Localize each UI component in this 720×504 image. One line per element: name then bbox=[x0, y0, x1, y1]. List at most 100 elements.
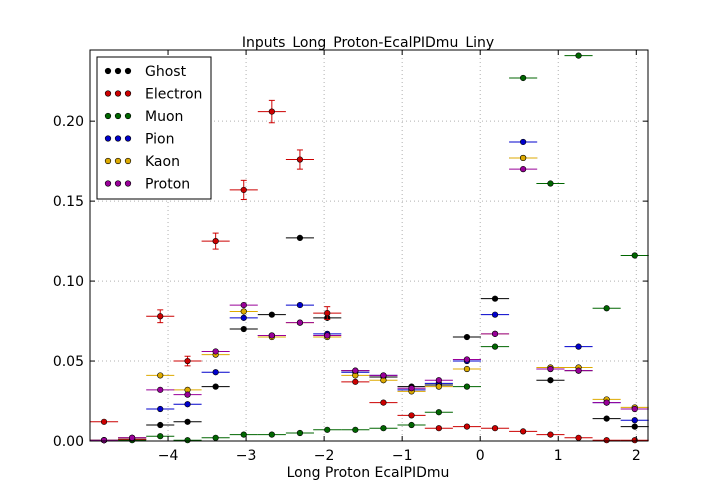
point-proton bbox=[575, 367, 582, 374]
point-electron bbox=[184, 357, 191, 365]
point-kaon bbox=[240, 308, 247, 315]
point-muon bbox=[212, 434, 219, 441]
point-electron bbox=[547, 431, 554, 438]
point-proton bbox=[352, 367, 359, 374]
point-pion bbox=[212, 369, 219, 376]
point-electron bbox=[212, 238, 219, 245]
point-kaon bbox=[520, 154, 527, 162]
legend-label-ghost: Ghost bbox=[145, 64, 187, 80]
point-proton bbox=[324, 332, 331, 339]
point-ghost bbox=[547, 377, 554, 384]
point-pion bbox=[157, 405, 164, 413]
x-tick-label: −4 bbox=[158, 448, 179, 464]
x-tick-label: 0 bbox=[476, 448, 485, 464]
point-electron bbox=[463, 423, 471, 430]
series-kaon bbox=[90, 154, 649, 444]
point-ghost bbox=[157, 421, 164, 429]
point-muon bbox=[631, 252, 638, 259]
point-electron bbox=[491, 425, 499, 432]
point-ghost bbox=[240, 325, 247, 333]
point-electron bbox=[352, 378, 359, 385]
point-muon bbox=[408, 421, 415, 429]
point-electron bbox=[157, 313, 164, 320]
legend-marker-electron bbox=[114, 90, 122, 97]
x-axis-label: Long Proton EcalPIDmu bbox=[287, 465, 450, 481]
point-proton bbox=[240, 301, 247, 309]
point-muon bbox=[547, 180, 554, 187]
chart-title: Inputs_Long_Proton-EcalPIDmu_Liny bbox=[242, 35, 494, 51]
data-marks bbox=[90, 52, 649, 444]
point-proton bbox=[184, 391, 191, 398]
point-ghost bbox=[631, 423, 638, 430]
point-electron bbox=[575, 434, 582, 441]
point-ghost bbox=[463, 333, 471, 341]
legend-marker-muon bbox=[124, 112, 132, 120]
point-kaon bbox=[157, 372, 164, 379]
y-tick-label: 0.20 bbox=[53, 114, 84, 130]
point-ghost bbox=[491, 295, 499, 302]
series-electron bbox=[90, 99, 649, 444]
point-ghost bbox=[268, 311, 275, 318]
legend-marker-ghost bbox=[124, 67, 132, 75]
point-electron bbox=[380, 399, 387, 406]
x-tick-label: 2 bbox=[632, 448, 641, 464]
legend-marker-proton bbox=[104, 180, 112, 187]
point-proton bbox=[100, 437, 108, 444]
point-muon bbox=[603, 305, 610, 312]
axis-ticks: −4 −3 −2 −1 0 1 2 0.00 0.05 0.10 0.15 0.20 bbox=[53, 50, 648, 464]
point-ghost bbox=[212, 383, 219, 390]
series-muon bbox=[90, 52, 649, 444]
point-pion bbox=[631, 417, 638, 424]
point-proton bbox=[380, 372, 387, 379]
point-muon bbox=[240, 431, 247, 438]
point-kaon bbox=[435, 383, 442, 390]
x-tick-label: −1 bbox=[392, 448, 413, 464]
legend-label-electron: Electron bbox=[145, 87, 202, 103]
point-muon bbox=[575, 52, 582, 59]
legend-marker-pion bbox=[104, 135, 112, 142]
x-tick-label: −2 bbox=[314, 448, 335, 464]
point-proton bbox=[463, 356, 471, 363]
point-proton bbox=[547, 365, 554, 373]
point-ghost bbox=[296, 234, 304, 242]
series-proton bbox=[90, 166, 649, 444]
point-muon bbox=[520, 74, 527, 82]
point-muon bbox=[463, 383, 471, 390]
point-ghost bbox=[603, 415, 610, 422]
point-electron bbox=[240, 186, 247, 194]
y-tick-label: 0.00 bbox=[53, 434, 84, 450]
point-kaon bbox=[463, 365, 471, 373]
point-proton bbox=[129, 434, 136, 441]
point-electron bbox=[408, 412, 415, 419]
plot-frame bbox=[89, 49, 649, 442]
point-proton bbox=[157, 386, 164, 393]
legend-marker-ghost bbox=[104, 67, 112, 75]
point-electron bbox=[268, 108, 275, 115]
x-tick-label: −3 bbox=[236, 448, 257, 464]
point-pion bbox=[520, 138, 527, 146]
point-proton bbox=[520, 166, 527, 173]
point-proton bbox=[296, 319, 304, 326]
point-muon bbox=[352, 426, 359, 433]
point-muon bbox=[268, 431, 275, 438]
point-pion bbox=[296, 301, 304, 309]
point-pion bbox=[240, 314, 247, 321]
point-proton bbox=[631, 405, 638, 413]
legend-marker-muon bbox=[114, 112, 122, 120]
legend-marker-pion bbox=[114, 135, 122, 142]
legend-marker-proton bbox=[124, 180, 132, 187]
point-muon bbox=[491, 343, 499, 350]
point-electron bbox=[100, 418, 108, 425]
point-electron bbox=[520, 428, 527, 435]
legend-marker-pion bbox=[124, 135, 132, 142]
y-tick-label: 0.15 bbox=[53, 194, 84, 210]
point-ghost bbox=[184, 418, 191, 425]
point-pion bbox=[491, 311, 499, 318]
point-proton bbox=[408, 385, 415, 392]
point-electron bbox=[435, 425, 442, 432]
point-muon bbox=[324, 426, 331, 433]
point-muon bbox=[157, 433, 164, 440]
legend-box bbox=[96, 56, 212, 200]
point-muon bbox=[380, 425, 387, 432]
y-tick-label: 0.05 bbox=[53, 354, 84, 370]
